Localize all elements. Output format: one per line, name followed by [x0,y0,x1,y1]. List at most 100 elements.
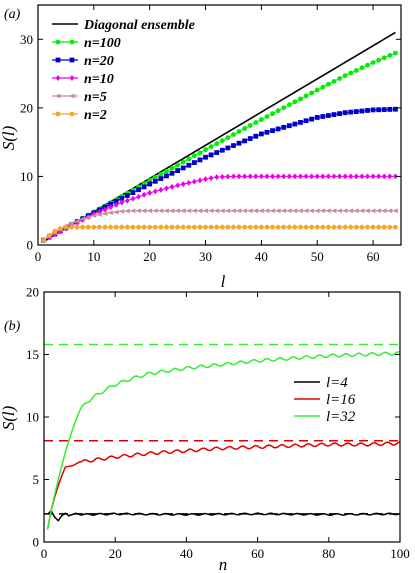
data-point [231,132,236,138]
data-point [314,87,320,93]
data-point [185,208,192,214]
a-ytick-label: 20 [20,100,33,115]
data-point [314,115,320,120]
data-point [197,157,203,163]
data-point [325,208,331,214]
data-point [376,107,382,113]
data-point [141,184,147,190]
panel-b: (b) n S(l) 0 20 40 60 80 100 0 5 10 15 20 l=4l=16l… [0,285,410,573]
data-point [169,165,175,171]
data-point [124,224,130,230]
data-point [253,120,259,125]
data-point [214,141,220,147]
data-point [118,209,125,214]
data-point [180,181,186,188]
data-point [275,108,281,114]
data-point [359,173,365,180]
data-point [247,136,253,141]
data-point [147,189,153,196]
series-line [43,226,396,241]
data-point [281,124,287,130]
data-point [108,201,113,207]
b-ytick-label: 20 [26,285,39,300]
data-point [331,78,337,84]
data-point [146,208,153,214]
data-point [225,135,231,141]
data-point [242,173,248,180]
data-point [298,119,303,125]
data-point [152,188,158,195]
series-n-10 [41,173,398,244]
data-point [270,224,275,230]
data-point [309,116,315,122]
data-point [175,168,181,173]
data-point [225,224,231,230]
a-ytick-label: 10 [20,169,33,184]
data-point [258,208,264,214]
panel-a-xlabel: l [221,272,226,291]
data-point [337,173,342,180]
data-point [258,131,264,137]
data-point [331,173,337,180]
data-point [381,208,387,214]
data-point [386,208,393,214]
data-point [108,204,113,211]
data-point [208,152,214,158]
data-point [286,123,292,129]
data-point [314,173,320,180]
data-point [303,173,309,180]
data-point [236,173,242,180]
data-point [319,208,326,214]
a-xtick-label: 10 [87,249,100,264]
legend-label: n=5 [84,90,107,105]
data-point [275,208,281,214]
data-point [108,224,113,230]
data-point [297,208,303,214]
data-point [80,224,86,230]
data-point [180,208,186,214]
data-point [337,111,342,117]
data-point [275,173,281,180]
data-point [196,208,203,214]
legend-label: n=20 [84,54,114,69]
data-point [275,224,281,230]
data-point [387,224,393,230]
data-point [281,105,287,111]
data-point [129,208,136,214]
b-xtick-label: 0 [41,546,48,561]
data-point [52,228,58,234]
data-point [102,211,108,217]
data-point [303,118,309,124]
data-point [393,224,398,230]
b-xtick-label: 100 [390,546,410,561]
data-point [292,99,298,105]
data-point [258,117,264,122]
data-point [270,128,275,134]
data-point [370,224,376,230]
a-xtick-label: 30 [199,249,212,264]
data-point [314,208,320,214]
data-point [393,106,398,112]
data-point [264,114,270,119]
data-point [280,208,287,214]
data-point [231,143,236,148]
data-point [102,206,108,213]
data-point [364,208,370,214]
data-point [113,224,119,230]
data-point [152,224,158,230]
legend-label: n=2 [84,108,107,123]
data-point [353,109,359,114]
data-point [348,224,354,230]
legend-label: n=10 [84,72,114,87]
data-point [269,208,275,214]
data-point [365,173,370,180]
data-point [213,208,220,214]
data-point [376,57,382,63]
data-point [219,208,225,214]
data-point [342,208,348,214]
data-point [180,224,186,230]
data-point [242,126,248,131]
data-point [124,197,130,204]
data-point [136,224,141,230]
series-n-5 [40,208,398,243]
